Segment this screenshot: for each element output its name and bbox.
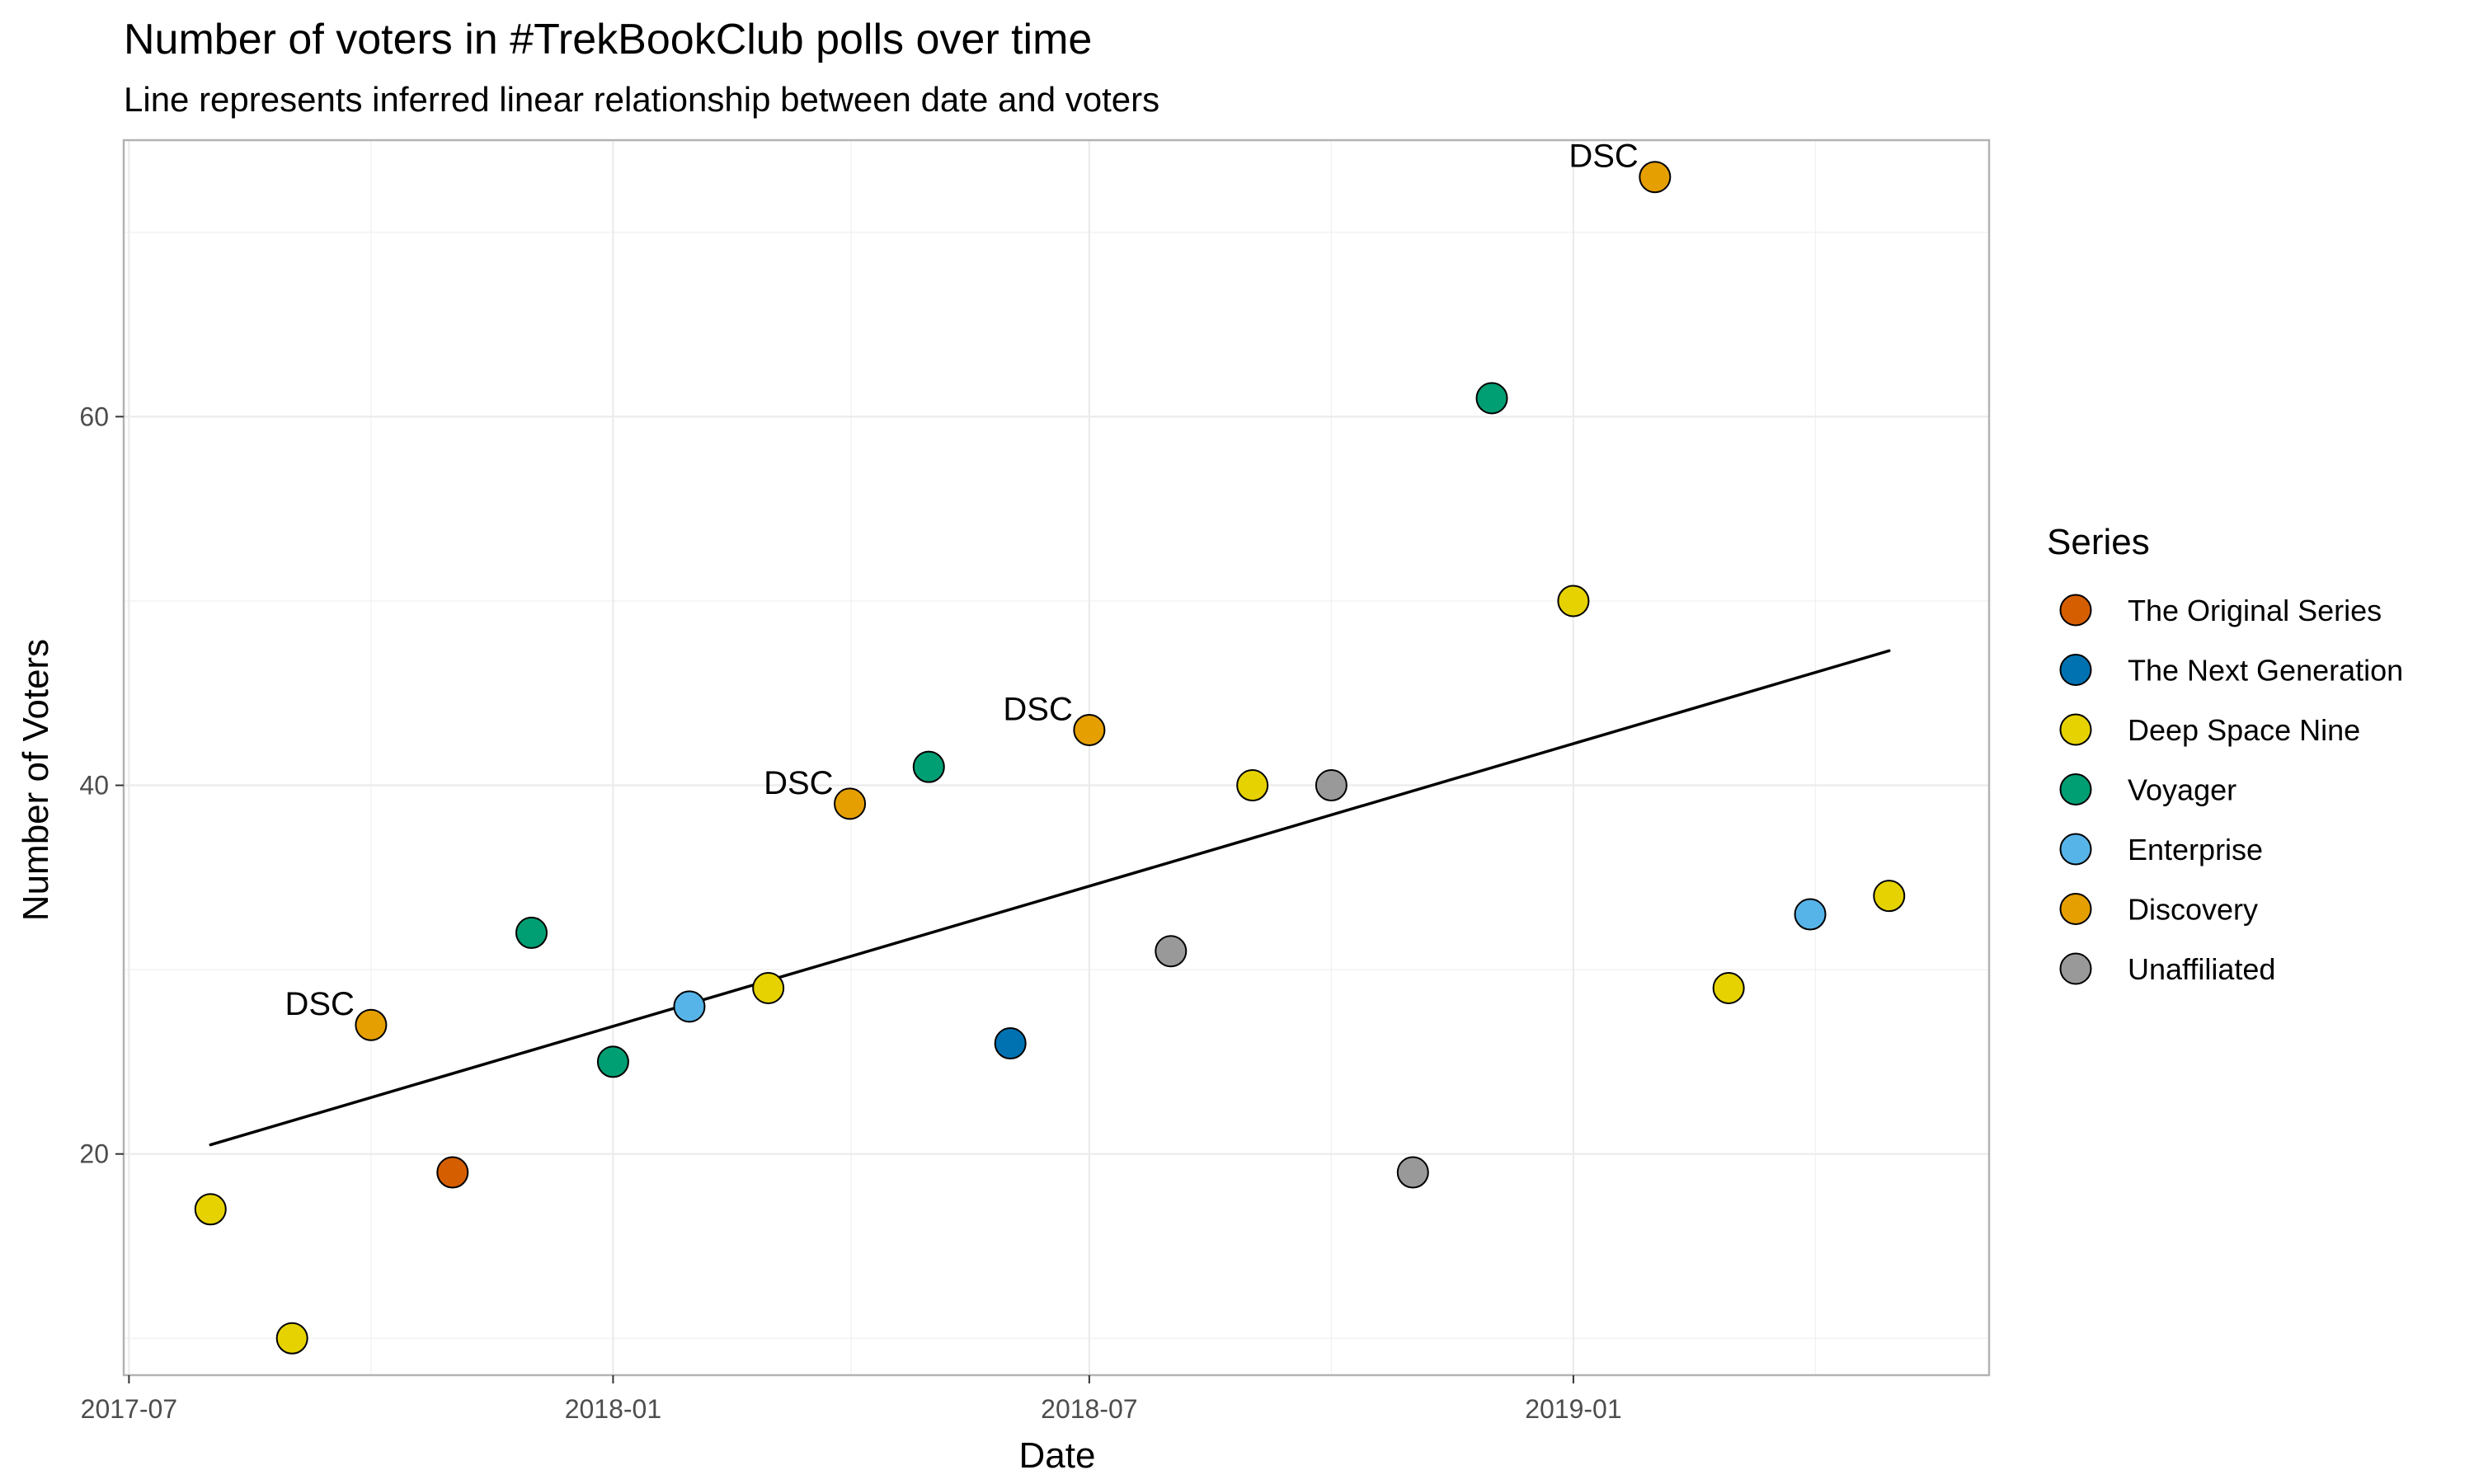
chart-title: Number of voters in #TrekBookClub polls … [124, 16, 1092, 63]
x-tick-label: 2017-07 [81, 1394, 177, 1424]
x-tick-label: 2019-01 [1525, 1394, 1621, 1424]
data-point [355, 1008, 388, 1041]
x-tick-label: 2018-07 [1041, 1394, 1137, 1424]
legend-swatch [2059, 773, 2092, 805]
y-tick-label: 20 [79, 1139, 109, 1169]
legend-swatch [2059, 893, 2092, 925]
data-point [596, 1045, 629, 1078]
legend-label: The Next Generation [2128, 654, 2403, 688]
minor-gridlines [124, 140, 1989, 1375]
data-point [1236, 769, 1269, 802]
legend-title: Series [2047, 522, 2150, 562]
legend-label: Enterprise [2128, 833, 2263, 866]
legend-item: The Original Series [2059, 594, 2382, 627]
y-tick-label: 40 [79, 771, 109, 801]
point-annotations: DSC DSC DSC DSC [285, 139, 1638, 1022]
data-point [994, 1027, 1027, 1060]
legend-swatch [2059, 833, 2092, 866]
data-point [1794, 898, 1827, 931]
data-points [194, 161, 1906, 1355]
data-point [1873, 880, 1906, 913]
data-point [912, 750, 945, 783]
point-annotation: DSC [764, 765, 833, 801]
legend-label: Deep Space Nine [2128, 713, 2360, 747]
chart-subtitle: Line represents inferred linear relation… [124, 80, 1159, 119]
data-point [1475, 382, 1508, 415]
legend-swatch [2059, 713, 2092, 746]
data-point [752, 971, 785, 1004]
legend: Series The Original Series The Next Gener… [2047, 522, 2403, 986]
legend-swatch [2059, 594, 2092, 627]
trend-line [209, 649, 1891, 1147]
legend-swatch [2059, 952, 2092, 985]
x-axis-title: Date [1019, 1435, 1096, 1476]
data-point [436, 1156, 469, 1189]
y-tick-label: 60 [79, 402, 109, 431]
data-point [1557, 585, 1590, 618]
legend-item: Deep Space Nine [2059, 713, 2360, 747]
data-point [515, 916, 548, 949]
data-point [1073, 713, 1106, 746]
plot-panel [124, 140, 1989, 1375]
legend-item: Enterprise [2059, 833, 2263, 866]
point-annotation: DSC [1569, 139, 1638, 175]
legend-label: The Original Series [2128, 594, 2382, 627]
major-gridlines [124, 140, 1989, 1375]
trend-line-group [209, 649, 1891, 1147]
legend-item: Voyager [2059, 773, 2236, 807]
data-point [1712, 971, 1745, 1004]
data-point [1396, 1156, 1429, 1189]
data-point [194, 1193, 227, 1226]
point-annotation: DSC [285, 986, 354, 1022]
legend-label: Voyager [2128, 773, 2236, 807]
legend-item: Unaffiliated [2059, 952, 2275, 986]
data-point [1315, 769, 1348, 802]
data-point [834, 787, 867, 820]
legend-item: Discovery [2059, 893, 2258, 927]
data-point [673, 990, 706, 1023]
legend-label: Discovery [2128, 893, 2258, 927]
x-axis-ticks: 2017-07 2018-01 2018-07 2019-01 [81, 1375, 1622, 1424]
legend-items: The Original Series The Next Generation De… [2059, 594, 2403, 986]
point-annotation: DSC [1003, 691, 1072, 727]
data-point [1155, 935, 1188, 968]
y-axis-ticks: 20 40 60 [79, 402, 124, 1169]
x-tick-label: 2018-01 [565, 1394, 661, 1424]
legend-item: The Next Generation [2059, 654, 2403, 688]
legend-swatch [2059, 654, 2092, 686]
legend-label: Unaffiliated [2128, 952, 2275, 986]
data-point [1639, 161, 1672, 194]
y-axis-title: Number of Voters [16, 639, 56, 921]
plot-panel-border [122, 139, 1991, 1377]
data-point [275, 1322, 308, 1355]
